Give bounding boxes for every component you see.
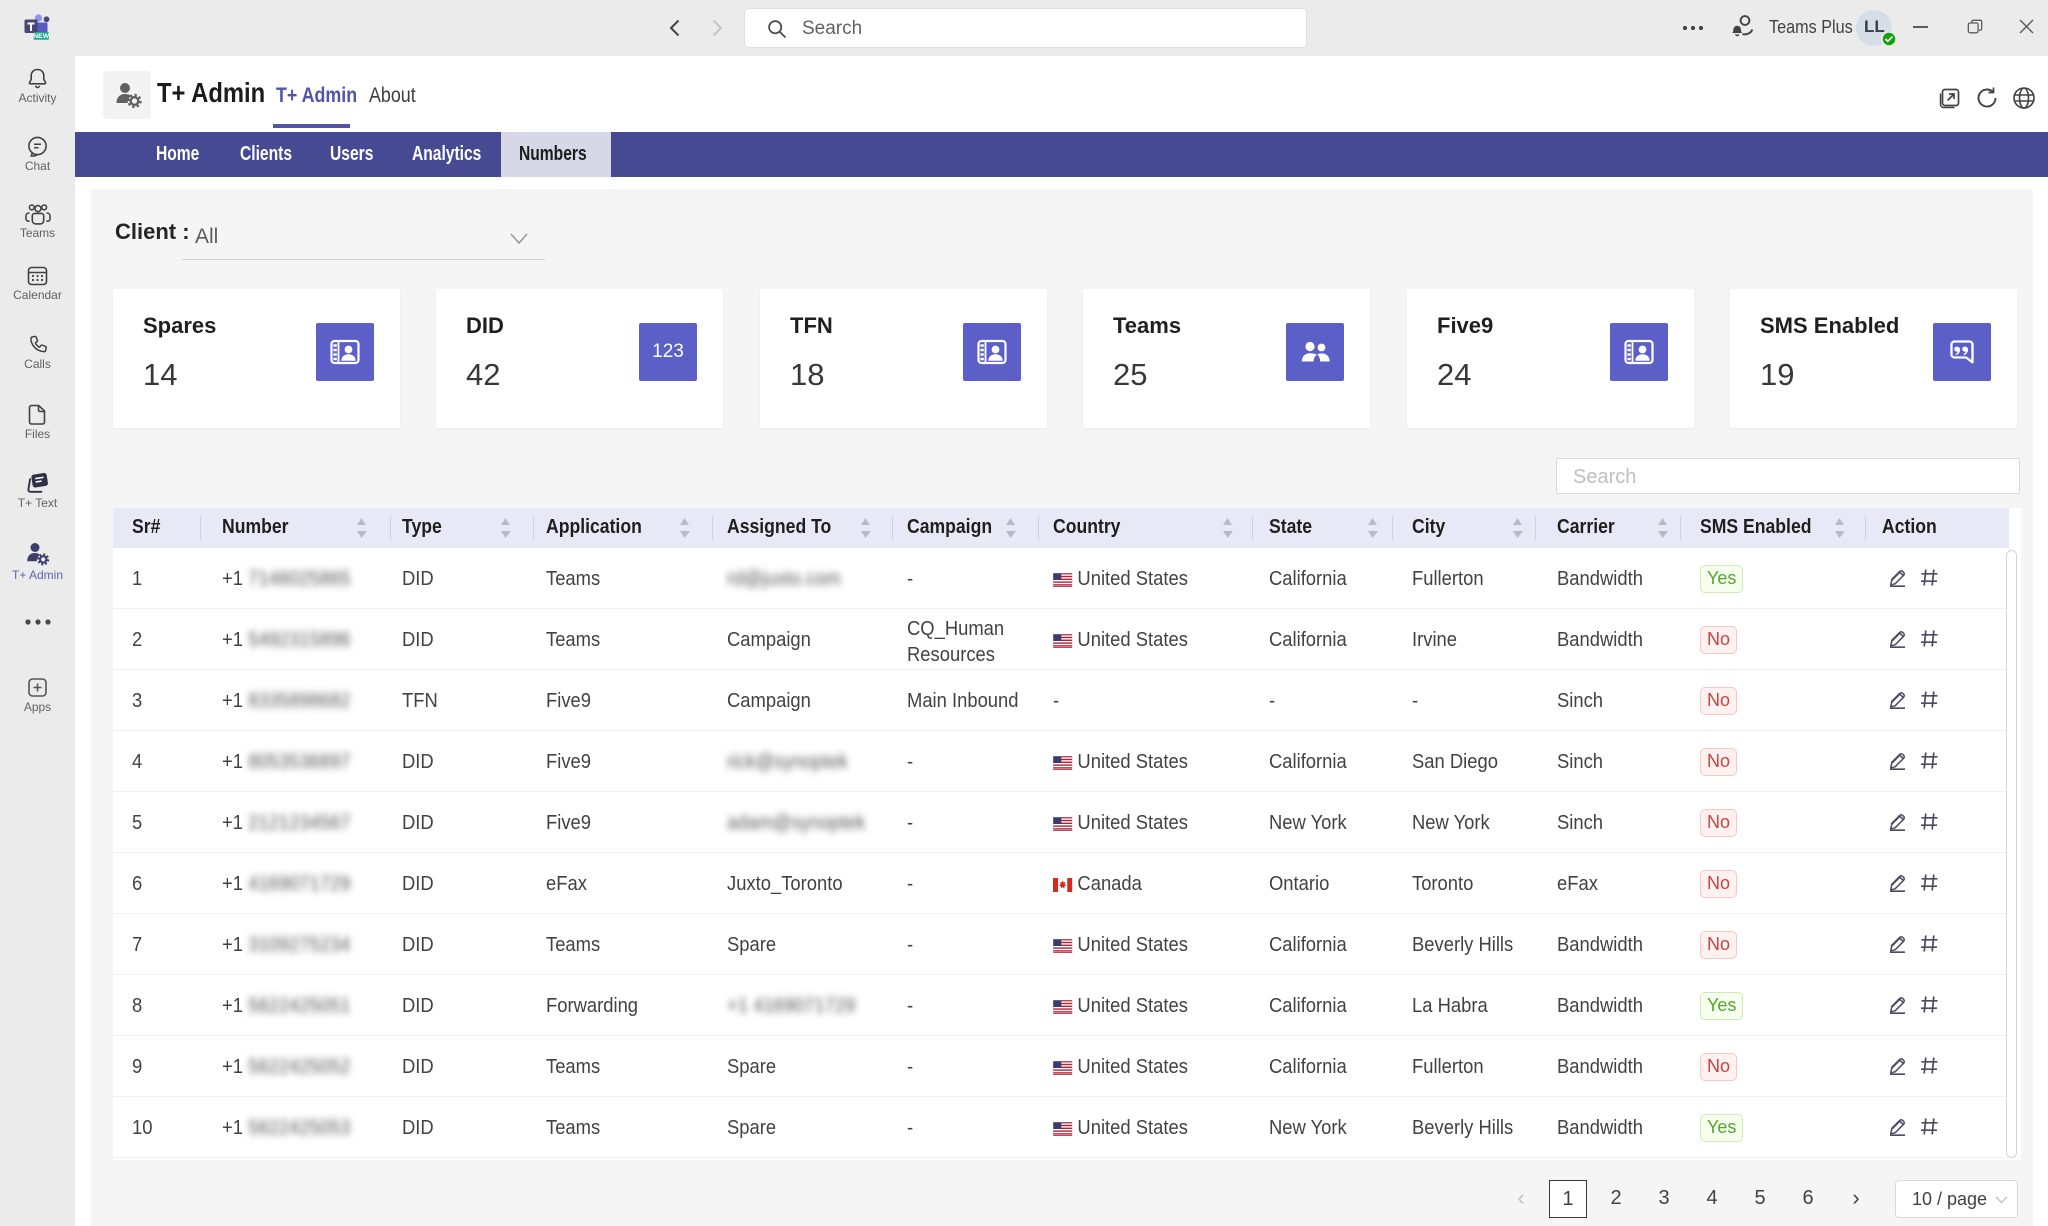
svg-text:NEW: NEW [33,33,49,40]
